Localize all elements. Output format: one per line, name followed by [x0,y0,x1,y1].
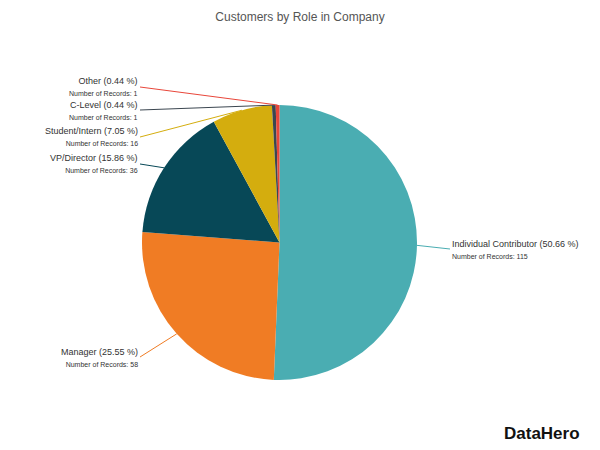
svg-text:VP/Director (15.86 %)Number of: VP/Director (15.86 %)Number of Records: … [50,153,138,174]
svg-text:C-Level (0.44 %)Number of Reco: C-Level (0.44 %)Number of Records: 1 [69,100,138,121]
svg-text:Manager (25.55 %)Number of Rec: Manager (25.55 %)Number of Records: 58 [61,347,138,368]
svg-text:Student/Intern (7.05 %)Number: Student/Intern (7.05 %)Number of Records… [45,126,138,147]
svg-text:Other (0.44 %)Number of Record: Other (0.44 %)Number of Records: 1 [69,76,138,97]
svg-text:Individual Contributor (50.66: Individual Contributor (50.66 %)Number o… [452,239,579,260]
svg-text:DataHero: DataHero [504,424,580,443]
svg-text:Customers by Role in Company: Customers by Role in Company [215,10,384,24]
